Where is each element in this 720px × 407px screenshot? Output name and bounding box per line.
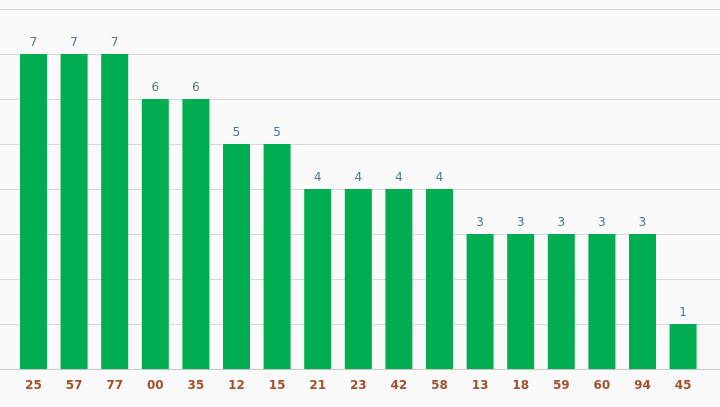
x-tick-label-35: 35	[188, 378, 205, 392]
x-tick-label-23: 23	[350, 378, 367, 392]
value-labels: 7 7 7 6 6 5 5 4 4 4 4 3 3 3 3 3 1	[30, 35, 687, 319]
bar-42	[385, 189, 413, 369]
x-tick-label-21: 21	[309, 378, 326, 392]
value-label-18: 3	[517, 215, 525, 229]
x-tick-label-00: 00	[147, 378, 164, 392]
bar-57	[60, 54, 88, 369]
bars	[20, 54, 697, 369]
bar-58	[426, 189, 453, 369]
x-tick-label-59: 59	[553, 378, 570, 392]
x-tick-label-42: 42	[391, 378, 408, 392]
value-label-21: 4	[314, 170, 322, 184]
bar-21	[304, 189, 332, 369]
bar-25	[20, 54, 47, 369]
value-label-59: 3	[557, 215, 565, 229]
bar-23	[344, 189, 372, 369]
bar-00	[141, 99, 169, 369]
value-label-12: 5	[233, 125, 241, 139]
value-label-00: 6	[151, 80, 159, 94]
value-label-57: 7	[70, 35, 78, 49]
bar-94	[629, 234, 656, 369]
value-label-15: 5	[273, 125, 281, 139]
bar-59	[547, 234, 575, 369]
value-label-35: 6	[192, 80, 200, 94]
value-label-94: 3	[639, 215, 647, 229]
value-label-25: 7	[30, 35, 38, 49]
x-tick-label-13: 13	[472, 378, 489, 392]
bar-18	[507, 234, 535, 369]
value-label-58: 4	[436, 170, 444, 184]
x-tick-label-45: 45	[675, 378, 692, 392]
x-tick-labels: 25 57 77 00 35 12 15 21 23 42 58 13 18 59 60 94 45	[25, 378, 691, 392]
x-tick-label-58: 58	[431, 378, 448, 392]
x-tick-label-94: 94	[634, 378, 651, 392]
value-label-60: 3	[598, 215, 606, 229]
x-tick-label-18: 18	[512, 378, 529, 392]
value-label-42: 4	[395, 170, 403, 184]
bar-15	[263, 144, 291, 369]
bar-77	[101, 54, 129, 369]
bar-60	[588, 234, 616, 369]
x-tick-label-12: 12	[228, 378, 245, 392]
bar-12	[223, 144, 250, 369]
value-label-23: 4	[354, 170, 362, 184]
value-label-45: 1	[679, 305, 687, 319]
bar-45	[669, 324, 697, 369]
value-label-77: 7	[111, 35, 119, 49]
bar-35	[182, 99, 210, 369]
bar-13	[466, 234, 494, 369]
x-tick-label-25: 25	[25, 378, 42, 392]
value-label-13: 3	[476, 215, 484, 229]
x-tick-label-60: 60	[594, 378, 611, 392]
x-tick-label-57: 57	[66, 378, 83, 392]
x-tick-label-77: 77	[106, 378, 123, 392]
x-tick-label-15: 15	[269, 378, 286, 392]
